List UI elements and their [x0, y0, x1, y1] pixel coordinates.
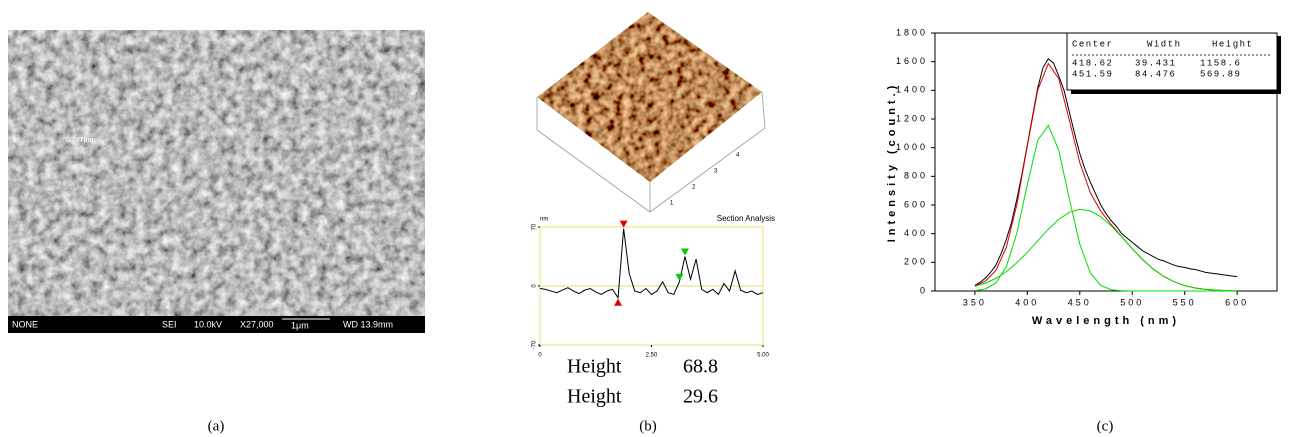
height-value: 29.6: [683, 386, 718, 408]
table-header: Center: [1072, 39, 1113, 49]
y-tick-label: 70: [532, 223, 538, 230]
y-tick-label: -70: [532, 340, 538, 349]
y-tick-label: 0: [532, 284, 538, 288]
y-tick-label: 1800: [896, 27, 928, 37]
height-label: Height: [567, 356, 622, 378]
section-marker: [681, 249, 689, 256]
sem-bar-text: SEI: [162, 319, 177, 329]
x-axis-label: Wavelength (nm): [1032, 315, 1180, 327]
y-tick-label: 1600: [896, 56, 928, 66]
sem-bar-text: NONE: [12, 319, 38, 329]
afm-tick-label: 3: [714, 169, 718, 175]
y-axis-label: nm: [540, 217, 548, 223]
y-tick-label: 1400: [896, 85, 928, 95]
table-header: Width: [1147, 39, 1182, 49]
table-cell: 84.476: [1135, 69, 1176, 79]
caption: (b): [639, 418, 657, 434]
x-tick-label: 2.50: [646, 353, 658, 359]
data-line: [975, 64, 1237, 291]
y-axis-label: Intensity (count.): [886, 82, 898, 243]
y-tick-label: 1200: [896, 113, 928, 123]
sem-bar-text: 1μm: [291, 320, 309, 330]
x-tick-label: 500: [1120, 297, 1144, 307]
sem-annotation: 0.177μm: [66, 137, 94, 144]
chart-title: Section Analysis: [717, 214, 775, 223]
caption: (a): [208, 418, 225, 434]
data-line: [975, 125, 1237, 291]
section-marker: [614, 299, 622, 306]
sem-bar-text: WD 13.9mm: [343, 319, 393, 329]
y-tick-label: 800: [904, 171, 928, 181]
afm-tick-label: 4: [736, 153, 740, 159]
table-cell: 451.59: [1072, 69, 1113, 79]
height-label: Height: [567, 386, 622, 408]
sem-bar-text: X27,000: [240, 319, 274, 329]
height-value: 68.8: [683, 356, 718, 378]
y-tick-label: 200: [904, 257, 928, 267]
afm-tick-label: 1: [670, 201, 674, 207]
table-header: Height: [1212, 39, 1253, 49]
data-line: [540, 229, 763, 298]
section-marker: [675, 274, 683, 281]
y-tick-label: 600: [904, 199, 928, 209]
table-cell: 39.431: [1135, 58, 1176, 68]
x-tick-label: 0: [538, 353, 542, 359]
y-tick-label: 400: [904, 228, 928, 238]
caption: (c): [1097, 418, 1114, 434]
table-cell: 418.62: [1072, 58, 1113, 68]
x-tick-label: 550: [1173, 297, 1197, 307]
afm-3d: [530, 5, 770, 212]
table-cell: 1158.6: [1200, 58, 1241, 68]
sem-bar-text: 10.0kV: [194, 319, 222, 329]
figure: 0.177μm NONE SEI 10.0kV X27,000 1μm WD 1…: [0, 0, 1292, 437]
table-cell: 569.89: [1200, 69, 1241, 79]
afm-tick-label: 2: [692, 185, 696, 191]
y-tick-label: 1000: [896, 142, 928, 152]
sem-image: [8, 30, 425, 317]
x-tick-label: 600: [1225, 297, 1249, 307]
x-tick-label: 5.00: [757, 353, 769, 359]
x-tick-label: 350: [963, 297, 987, 307]
data-line: [975, 209, 1237, 290]
x-tick-label: 400: [1015, 297, 1039, 307]
x-tick-label: 450: [1068, 297, 1092, 307]
y-tick-label: 0: [920, 285, 928, 295]
afm-surface: [530, 5, 770, 190]
